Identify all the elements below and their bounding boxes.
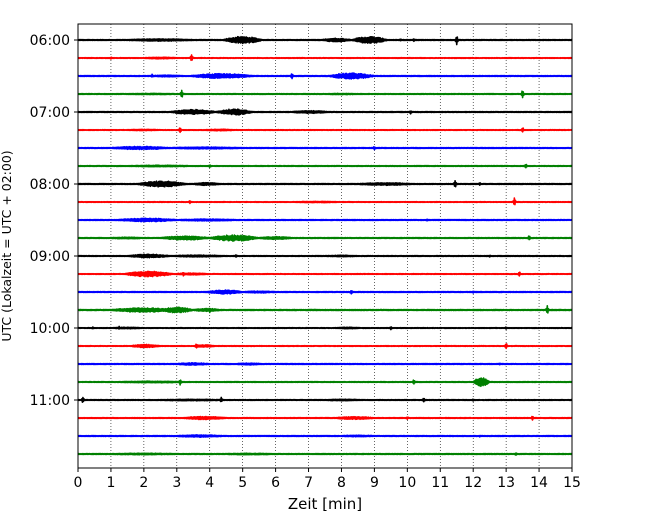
trace-0600 xyxy=(77,35,573,46)
x-tick-label: 4 xyxy=(205,475,214,491)
trace-0745 xyxy=(77,163,573,169)
trace-1015 xyxy=(77,343,573,350)
grid-lines xyxy=(110,24,540,468)
x-tick-label: 8 xyxy=(337,475,346,491)
x-tick-label: 1 xyxy=(106,475,115,491)
y-tick-label: 11:00 xyxy=(30,393,70,409)
trace-1030 xyxy=(77,362,573,366)
trace-0645 xyxy=(77,89,573,99)
y-tick-label: 10:00 xyxy=(30,321,70,337)
seismic-traces xyxy=(77,35,573,456)
plot-frame xyxy=(77,23,573,469)
trace-1045 xyxy=(77,377,573,388)
trace-1115 xyxy=(77,415,573,421)
trace-0930 xyxy=(77,289,573,295)
trace-0630 xyxy=(77,72,573,80)
y-tick-label: 08:00 xyxy=(30,177,70,193)
y-tick-label: 09:00 xyxy=(30,249,70,265)
x-tick-label: 5 xyxy=(238,475,247,491)
trace-1130 xyxy=(77,434,573,438)
x-axis-title: Zeit [min] xyxy=(288,495,362,513)
x-tick-label: 13 xyxy=(497,475,515,491)
x-tick-label: 6 xyxy=(271,475,280,491)
y-axis: 06:00 07:00 08:00 09:00 10:00 11:00 xyxy=(30,33,78,409)
trace-0815 xyxy=(77,197,573,206)
trace-0800 xyxy=(77,179,573,188)
x-tick-label: 3 xyxy=(172,475,181,491)
trace-0730 xyxy=(77,145,573,151)
x-tick-label: 7 xyxy=(304,475,313,491)
trace-0715 xyxy=(77,127,573,134)
x-tick-label: 0 xyxy=(74,475,83,491)
trace-1000 xyxy=(77,325,573,331)
trace-1100 xyxy=(77,396,573,403)
x-tick-label: 9 xyxy=(370,475,379,491)
y-axis-title: UTC (Lokalzeit = UTC + 02:00) xyxy=(0,150,14,341)
trace-0700 xyxy=(77,108,573,116)
trace-0900 xyxy=(77,253,573,259)
x-axis: 0 1 2 3 4 5 6 7 8 9 10 11 12 13 14 15 xyxy=(74,468,581,491)
trace-0615 xyxy=(77,54,573,62)
x-tick-label: 10 xyxy=(398,475,416,491)
y-tick-label: 06:00 xyxy=(30,33,70,49)
trace-1145 xyxy=(77,452,573,456)
y-tick-label: 07:00 xyxy=(30,105,70,121)
x-tick-label: 15 xyxy=(563,475,581,491)
x-tick-label: 14 xyxy=(530,475,548,491)
x-tick-label: 11 xyxy=(431,475,449,491)
trace-0915 xyxy=(77,270,573,278)
x-tick-label: 2 xyxy=(139,475,148,491)
trace-0845 xyxy=(77,234,573,242)
x-tick-label: 12 xyxy=(464,475,482,491)
trace-0945 xyxy=(77,304,573,314)
trace-0830 xyxy=(77,217,573,223)
